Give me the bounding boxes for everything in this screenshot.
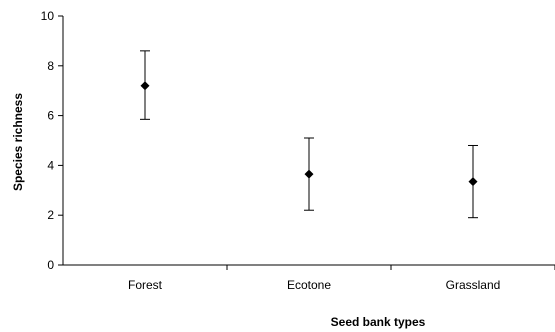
- data-points: [140, 50, 478, 219]
- x-tick-label: Forest: [128, 278, 163, 292]
- y-tick-label: 2: [47, 208, 54, 222]
- data-point: [304, 169, 314, 179]
- y-tick-label: 10: [41, 9, 55, 23]
- axes: [62, 16, 555, 266]
- x-tick-label: Grassland: [446, 278, 501, 292]
- y-tick-label: 6: [47, 109, 54, 123]
- x-tick-label: Ecotone: [287, 278, 331, 292]
- y-tick-label: 4: [47, 158, 54, 172]
- data-point: [140, 81, 150, 91]
- y-tick-label: 0: [47, 258, 54, 272]
- x-ticks: Forest Ecotone Grassland: [128, 265, 555, 292]
- y-ticks: 0 2 4 6 8 10: [41, 9, 63, 272]
- y-tick-label: 8: [47, 59, 54, 73]
- x-axis-title: Seed bank types: [331, 315, 426, 329]
- y-axis-title: Species richness: [11, 93, 25, 191]
- data-point: [468, 177, 478, 187]
